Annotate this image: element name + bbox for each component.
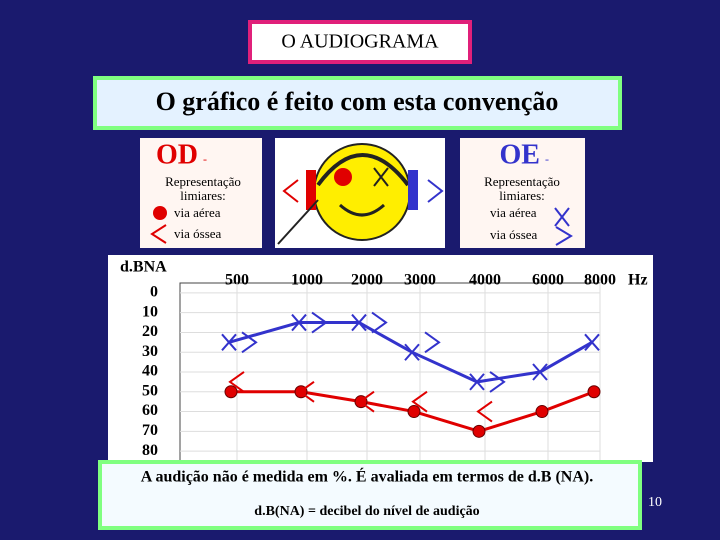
marker-circle (587, 385, 601, 399)
marker-cross (351, 313, 367, 332)
marker-cross (404, 343, 420, 361)
marker-cross (221, 333, 237, 351)
od-title: OD (156, 139, 198, 170)
x-tick-label: 6000 (532, 272, 564, 289)
marker-left-angle (298, 380, 315, 403)
ear-cup-right (306, 170, 316, 210)
od-caption: Representação (165, 174, 241, 189)
marker-cross (584, 333, 600, 351)
head-right-angle (427, 179, 444, 203)
legend-right-angle (555, 226, 573, 246)
od-dash: - (203, 152, 207, 166)
oe-dash: - (545, 152, 549, 166)
marker-right-angle (489, 371, 506, 393)
heading: O gráfico é feito com esta convenção (156, 87, 559, 116)
oe-legend-box (460, 138, 585, 248)
heading-box (93, 76, 622, 130)
title-box (248, 20, 472, 64)
marker-circle (224, 385, 238, 399)
smile (338, 203, 386, 217)
ear-cup-left (408, 170, 418, 210)
od-caption: limiares: (180, 188, 226, 203)
oe-bone: via óssea (490, 227, 538, 242)
marker-left-angle (476, 400, 493, 423)
legend-circle (153, 206, 167, 220)
head-cross (373, 167, 389, 187)
page-number: 10 (648, 495, 662, 510)
oe-title: OE (500, 139, 540, 170)
y-tick-label: 60 (142, 402, 158, 419)
marker-circle (407, 405, 421, 419)
marker-right-angle (241, 331, 258, 354)
slide-title: O AUDIOGRAMA (281, 31, 439, 53)
marker-right-angle (311, 311, 328, 334)
y-tick-label: 10 (142, 303, 158, 320)
od-air: via aérea (174, 205, 221, 220)
headphones (316, 153, 410, 187)
x-tick-label: 8000 (584, 272, 616, 289)
footer-line: A audição não é medida em %. É avaliada … (141, 467, 593, 486)
marker-right-angle (424, 331, 441, 354)
head-circle (334, 168, 352, 186)
x-axis-label: Hz (628, 272, 648, 289)
x-tick-label: 3000 (404, 272, 436, 289)
head (313, 143, 411, 241)
footer-box (98, 460, 642, 530)
cord (277, 199, 319, 245)
y-tick-label: 70 (142, 422, 158, 439)
marker-left-angle (411, 390, 428, 413)
marker-cross (291, 313, 307, 332)
y-tick-label: 0 (150, 284, 158, 301)
legend-left-angle (150, 224, 167, 244)
oe-air: via aérea (490, 205, 537, 220)
y-tick-label: 20 (142, 323, 158, 340)
head-left-angle (282, 179, 299, 203)
x-tick-label: 2000 (351, 272, 383, 289)
footer-line: d.B(NA) = decibel do nível de audição (254, 504, 479, 519)
marker-cross (532, 363, 548, 381)
marker-right-angle (371, 311, 388, 334)
y-axis-label: d.BNA (120, 259, 167, 276)
oe-caption: Representação (484, 174, 560, 189)
legend-cross (554, 207, 570, 227)
x-tick-label: 1000 (291, 272, 323, 289)
y-tick-label: 30 (142, 343, 158, 360)
x-tick-label: 4000 (469, 272, 501, 289)
marker-cross (469, 373, 485, 391)
y-tick-label: 80 (142, 442, 158, 459)
oe-caption: limiares: (499, 188, 545, 203)
x-tick-label: 500 (225, 272, 249, 289)
marker-left-angle (358, 390, 375, 413)
marker-circle (472, 424, 486, 438)
y-tick-label: 40 (142, 363, 158, 380)
marker-left-angle (228, 371, 245, 393)
y-tick-label: 50 (142, 382, 158, 399)
marker-circle (535, 405, 549, 419)
od-bone: via óssea (174, 226, 222, 241)
